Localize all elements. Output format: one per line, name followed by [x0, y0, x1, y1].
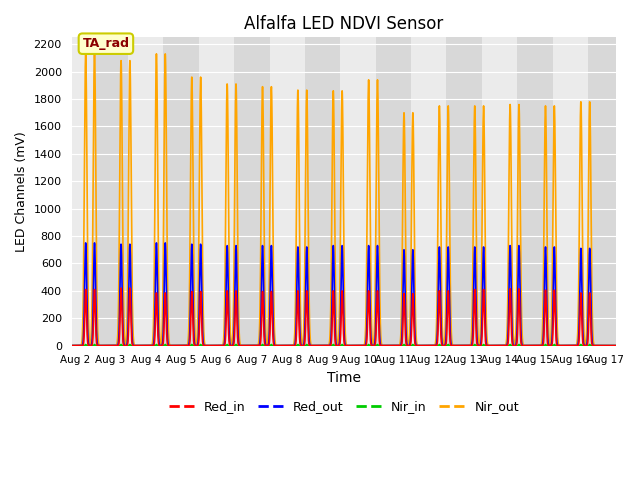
Bar — [552, 37, 588, 346]
Bar — [58, 37, 93, 346]
Bar — [588, 37, 616, 346]
Title: Alfalfa LED NDVI Sensor: Alfalfa LED NDVI Sensor — [244, 15, 444, 33]
Bar — [305, 37, 340, 346]
Text: TA_rad: TA_rad — [83, 37, 129, 50]
Bar — [340, 37, 376, 346]
Bar — [517, 37, 552, 346]
X-axis label: Time: Time — [327, 371, 361, 385]
Bar — [411, 37, 447, 346]
Y-axis label: LED Channels (mV): LED Channels (mV) — [15, 131, 28, 252]
Bar — [163, 37, 199, 346]
Bar — [234, 37, 269, 346]
Bar — [128, 37, 163, 346]
Bar — [269, 37, 305, 346]
Legend: Red_in, Red_out, Nir_in, Nir_out: Red_in, Red_out, Nir_in, Nir_out — [164, 395, 524, 418]
Bar — [199, 37, 234, 346]
Bar — [58, 37, 72, 346]
Bar — [588, 37, 623, 346]
Bar — [376, 37, 411, 346]
Bar — [93, 37, 128, 346]
Bar — [447, 37, 482, 346]
Bar — [482, 37, 517, 346]
